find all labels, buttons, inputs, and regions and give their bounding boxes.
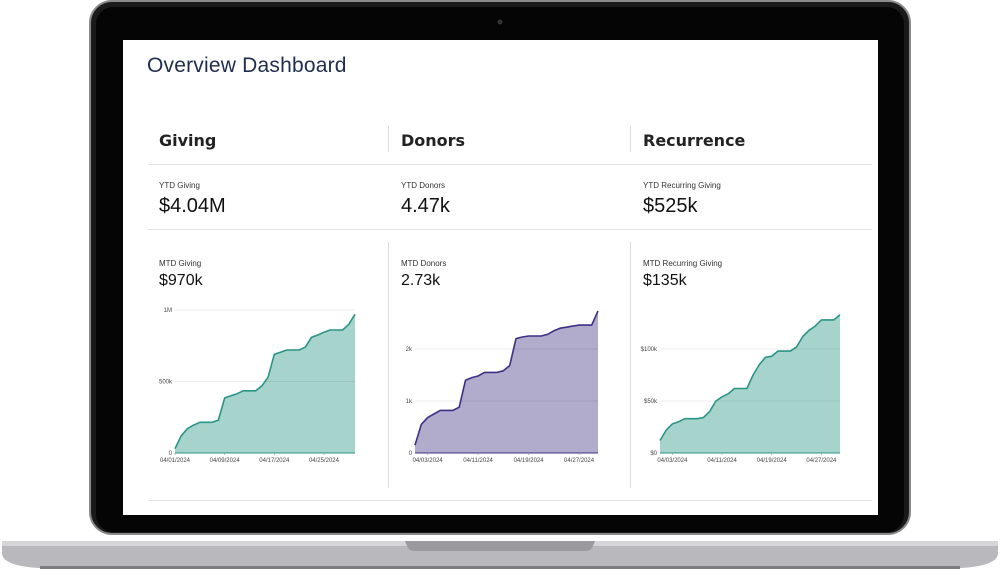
x-tick-label: 04/01/2024 [160, 458, 191, 464]
page-title: Overview Dashboard [147, 54, 347, 77]
ytd-donors-value: 4.47k [401, 195, 450, 217]
divider [630, 242, 631, 488]
x-tick-label: 04/17/2024 [259, 458, 290, 464]
ytd-giving-value: $4.04M [159, 195, 226, 217]
x-tick-label: 04/19/2024 [757, 458, 788, 464]
mtd-recurring-chart: $0 $50k $100k 04/03/2024 04/11/2024 04/19/202… [641, 314, 841, 464]
y-tick-label: 0 [409, 451, 413, 457]
series-line [659, 314, 841, 441]
divider [388, 242, 389, 488]
x-tick-label: 04/11/2024 [707, 458, 737, 464]
y-tick-label: 2k [406, 347, 413, 353]
area-fill [415, 311, 598, 453]
section-header-giving: Giving [159, 131, 217, 150]
x-tick-label: 04/19/2024 [514, 458, 545, 464]
section-header-donors: Donors [401, 131, 466, 150]
y-tick-label: $0 [650, 451, 657, 457]
ytd-donors-label: YTD Donors [401, 181, 446, 190]
mtd-giving-value: $970k [159, 272, 203, 289]
divider [388, 126, 389, 152]
y-tick-label: $100k [641, 347, 658, 353]
section-header-recurrence: Recurrence [643, 131, 746, 150]
divider [148, 500, 872, 501]
x-tick-label: 04/09/2024 [210, 458, 241, 464]
series-line [174, 313, 356, 450]
mtd-donors-value: 2.73k [401, 272, 441, 289]
dashboard-screen: Overview Dashboard Giving YTD Giving $4.… [123, 40, 878, 515]
mtd-donors-label: MTD Donors [401, 259, 447, 268]
ytd-recurring-value: $525k [643, 195, 698, 217]
x-tick-label: 04/03/2024 [657, 458, 688, 464]
y-tick-label: 0 [169, 451, 173, 457]
x-tick-label: 04/27/2024 [806, 458, 837, 464]
mtd-donors-chart: 0 1k 2k 04/03/2024 04/11/2024 04/19/2024 04/27… [406, 310, 599, 464]
x-tick-label: 04/11/2024 [463, 458, 493, 464]
y-tick-label: $50k [644, 399, 658, 405]
divider [630, 126, 631, 152]
y-tick-label: 500k [159, 380, 173, 386]
ytd-recurring-label: YTD Recurring Giving [643, 181, 721, 190]
camera-icon [497, 19, 503, 25]
x-tick-label: 04/25/2024 [309, 458, 340, 464]
divider [148, 229, 872, 230]
series-line [414, 310, 599, 446]
mtd-giving-chart: 0 500k 1M 04/01/2024 04/09/2024 04/17/2024 04/… [159, 308, 356, 464]
ytd-giving-label: YTD Giving [159, 181, 200, 190]
divider [148, 164, 872, 165]
mtd-recurring-label: MTD Recurring Giving [643, 259, 723, 268]
mtd-giving-label: MTD Giving [159, 259, 202, 268]
area-fill [660, 314, 840, 453]
x-tick-label: 04/03/2024 [413, 458, 444, 464]
area-fill [175, 314, 355, 453]
y-tick-label: 1k [406, 399, 413, 405]
y-tick-label: 1M [164, 308, 172, 314]
x-tick-label: 04/27/2024 [564, 458, 595, 464]
mtd-recurring-value: $135k [643, 272, 687, 289]
